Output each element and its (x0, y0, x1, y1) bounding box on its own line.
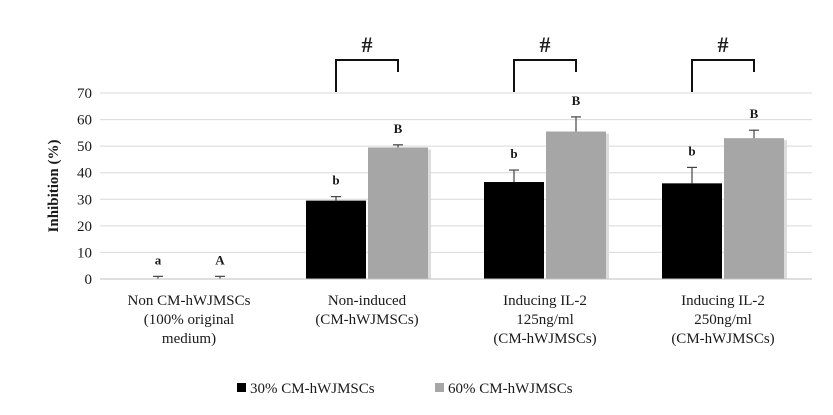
category-label-line: Inducing IL-2 (681, 293, 765, 309)
category-label: Inducing IL-2 125ng/ml (CM-hWJMSCs) (493, 293, 596, 347)
y-tick-label: 70 (77, 86, 92, 102)
comparison-symbol: # (540, 32, 551, 57)
legend-swatch (435, 383, 444, 392)
category-label-line: medium) (162, 331, 216, 347)
category-labels: Non CM-hWJMSCs (100% original medium) Non-i… (128, 293, 775, 347)
y-tick-label: 40 (77, 166, 92, 182)
significance-letter: b (510, 146, 517, 161)
category-label: Non CM-hWJMSCs (100% original medium) (128, 293, 251, 347)
legend-label: 30% CM-hWJMSCs (250, 381, 375, 397)
comparison-bracket (513, 59, 577, 92)
bar (306, 200, 366, 279)
y-tick-label: 60 (77, 113, 92, 129)
significance-letter: B (394, 121, 403, 136)
category-label-line: (CM-hWJMSCs) (493, 331, 596, 347)
bar (724, 138, 784, 279)
y-tick-label: 0 (85, 272, 93, 288)
legend-swatch (237, 383, 246, 392)
category-label-line: Non-induced (328, 293, 407, 309)
category-label-line: (CM-hWJMSCs) (315, 312, 418, 328)
significance-letter: B (750, 106, 759, 121)
significance-letters: a b b b A B B B (155, 93, 759, 267)
category-label-line: (100% original (144, 312, 234, 328)
legend-label: 60% CM-hWJMSCs (448, 381, 573, 397)
y-tick-label: 30 (77, 192, 92, 208)
gridlines (100, 92, 812, 253)
category-label-line: 250ng/ml (694, 312, 752, 328)
category-label-line: Inducing IL-2 (503, 293, 587, 309)
legend: 30% CM-hWJMSCs 60% CM-hWJMSCs (237, 381, 573, 397)
significance-letter: b (332, 173, 339, 188)
bar (368, 147, 428, 279)
significance-letter: a (155, 252, 162, 267)
bar (546, 131, 606, 279)
significance-letter: B (572, 93, 581, 108)
category-label-line: (CM-hWJMSCs) (671, 331, 774, 347)
significance-letter: A (215, 252, 225, 267)
comparison-brackets: # # # (335, 32, 755, 92)
bar (662, 183, 722, 279)
y-axis-label: Inhibition (%) (46, 140, 62, 233)
y-tick-label: 50 (77, 139, 92, 155)
comparison-bracket (335, 59, 399, 92)
category-label: Inducing IL-2 250ng/ml (CM-hWJMSCs) (671, 293, 774, 347)
comparison-bracket (691, 59, 755, 92)
comparison-symbol: # (362, 32, 373, 57)
y-tick-label: 20 (77, 219, 92, 235)
error-bars (153, 116, 759, 279)
bar (484, 182, 544, 279)
category-label-line: Non CM-hWJMSCs (128, 293, 251, 309)
category-label: Non-induced (CM-hWJMSCs) (315, 293, 418, 328)
comparison-symbol: # (718, 32, 729, 57)
significance-letter: b (688, 143, 695, 158)
category-label-line: 125ng/ml (516, 312, 574, 328)
y-axis-ticks: 0 10 20 30 40 50 60 70 (77, 86, 92, 288)
y-tick-label: 10 (77, 245, 92, 261)
bars (128, 131, 787, 279)
